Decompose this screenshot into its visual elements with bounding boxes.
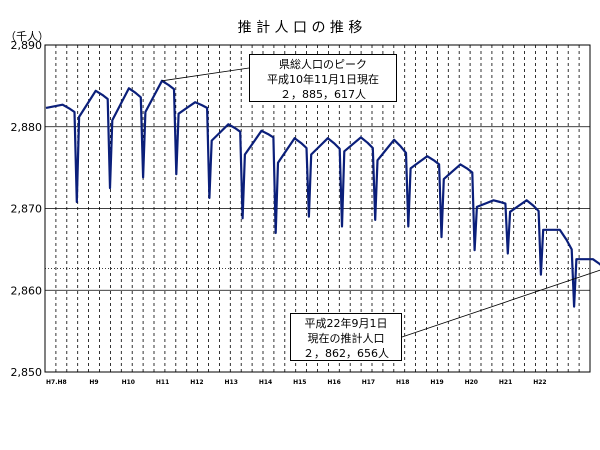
x-tick-label: H13 [225, 379, 238, 386]
y-axis-unit-label: （千人） [5, 30, 49, 43]
x-tick-label: H12 [190, 379, 203, 386]
x-tick-label: H21 [499, 379, 512, 386]
y-tick-label: 2,850 [11, 366, 43, 379]
x-tick-label: H17 [362, 379, 375, 386]
x-tick-label: H18 [396, 379, 409, 386]
x-axis-ticks: H7.H8 H9 H10 H11 H12 H13 H14 H15 H16 H17 H18 H19 H20… [46, 379, 547, 386]
y-tick-label: 2,870 [11, 203, 43, 216]
x-tick-label: H19 [430, 379, 443, 386]
x-tick-label: H16 [327, 379, 340, 386]
x-tick-label: H9 [89, 379, 98, 386]
chart-title: 推 計 人 口 の 推 移 [238, 20, 363, 36]
peak-callout-line-1: 県総人口のピーク [279, 58, 367, 71]
peak-leader-line [161, 67, 250, 82]
x-tick-label: H15 [293, 379, 306, 386]
x-tick-label: H20 [465, 379, 478, 386]
y-tick-label: 2,890 [11, 39, 43, 52]
current-callout-line-2: 現在の推計人口 [307, 332, 385, 345]
current-leader-line [401, 269, 600, 338]
current-callout: 平成22年9月1日 現在の推計人口 ２，862，656人 [290, 313, 402, 361]
callout-leader-lines [161, 67, 600, 338]
y-axis-ticks: 2,850 2,860 2,870 2,880 2,890 [11, 39, 43, 379]
x-tick-label: H22 [533, 379, 546, 386]
x-tick-label: H10 [122, 379, 135, 386]
current-callout-line-1: 平成22年9月1日 [304, 317, 388, 330]
x-tick-label: H7.H8 [46, 379, 67, 386]
population-line [45, 79, 600, 308]
current-callout-line-3: ２，862，656人 [303, 347, 389, 360]
x-tick-label: H14 [259, 379, 272, 386]
peak-callout: 県総人口のピーク 平成10年11月1日現在 ２，885，617人 [249, 54, 397, 102]
peak-callout-line-2: 平成10年11月1日現在 [267, 73, 379, 86]
peak-callout-line-3: ２，885，617人 [280, 88, 366, 101]
y-tick-label: 2,880 [11, 121, 43, 134]
population-series [45, 79, 600, 308]
y-tick-label: 2,860 [11, 284, 43, 297]
x-tick-label: H11 [156, 379, 169, 386]
